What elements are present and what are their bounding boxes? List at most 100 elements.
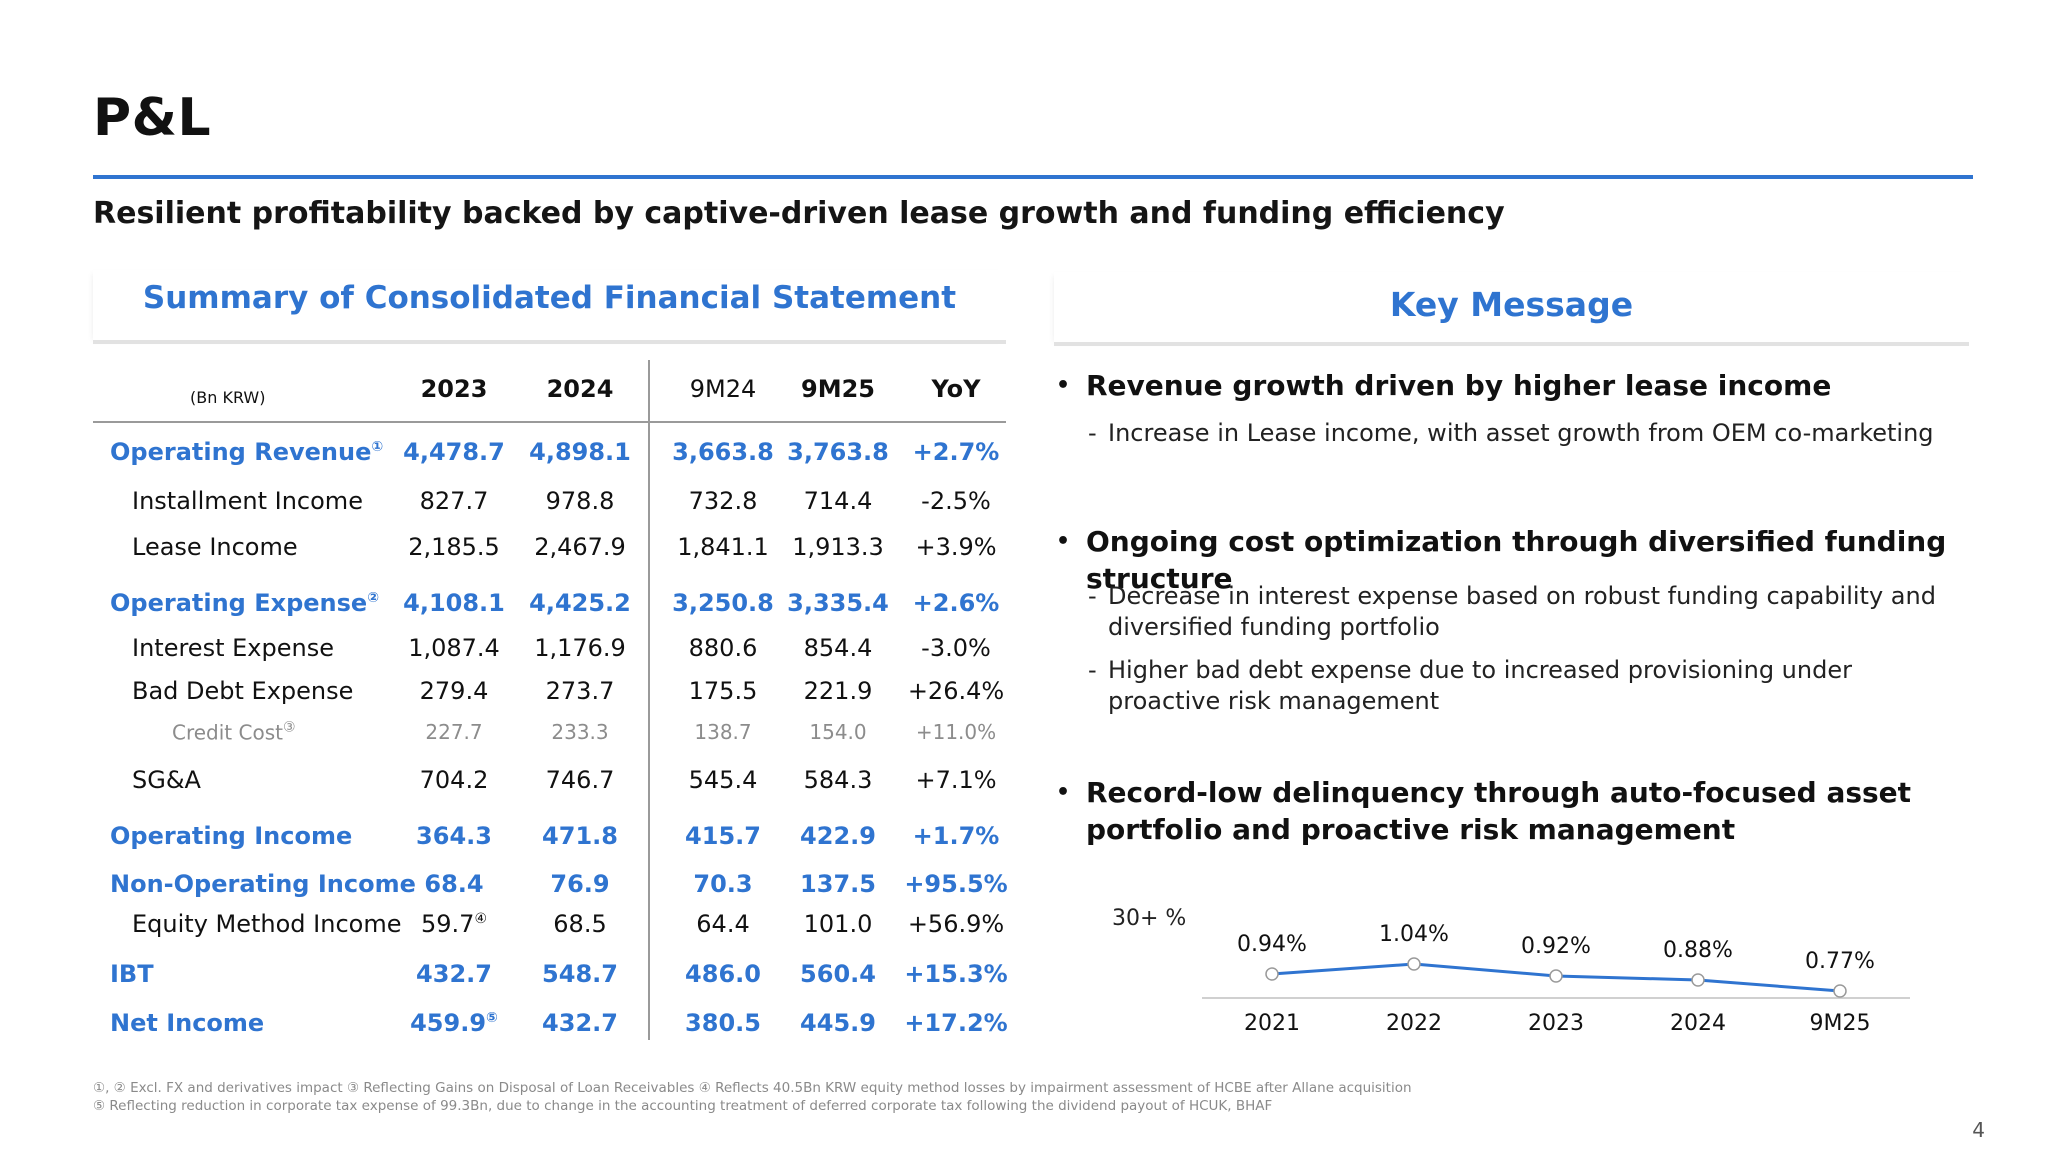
bullet-dot-icon: • — [1056, 780, 1071, 805]
key-message-title: Key Message — [1389, 285, 1634, 324]
table-cell: 138.7 — [694, 720, 752, 744]
table-cell: 1,176.9 — [534, 634, 626, 662]
table-row-label: Interest Expense — [132, 634, 334, 662]
table-cell: 4,898.1 — [529, 438, 631, 466]
table-cell: 746.7 — [545, 766, 615, 794]
table-cell: 227.7 — [425, 720, 483, 744]
key-message-detail: - Higher bad debt expense due to increase… — [1088, 656, 1852, 715]
table-column-header: 2024 — [546, 375, 614, 403]
footnote-marker: ③ — [282, 719, 296, 736]
table-cell: 432.7 — [542, 1009, 618, 1037]
table-cell: 880.6 — [688, 634, 758, 662]
table-cell: 545.4 — [688, 766, 758, 794]
table-cell: 273.7 — [545, 677, 615, 705]
key-message-bullet: • Revenue growth driven by higher lease i… — [1056, 367, 1986, 404]
table-cell: 3,663.8 — [672, 438, 774, 466]
x-tick-label: 2024 — [1670, 1011, 1726, 1036]
key-message-heading: Record-low delinquency through auto-focu… — [1086, 776, 1912, 846]
table-row-label: Credit Cost③ — [172, 719, 296, 745]
key-message-panel-header: Key Message — [1054, 272, 1969, 346]
footnote-marker: ⑤ — [486, 1010, 498, 1026]
table-cell: +95.5% — [904, 870, 1008, 898]
table-cell: 70.3 — [693, 870, 753, 898]
table-cell: 4,425.2 — [529, 589, 631, 617]
table-cell: 486.0 — [685, 960, 761, 988]
table-cell: +7.1% — [915, 766, 997, 794]
table-cell: 76.9 — [550, 870, 610, 898]
table-column-header: 9M25 — [801, 375, 875, 403]
table-cell: 548.7 — [542, 960, 618, 988]
table-cell: +3.9% — [915, 533, 997, 561]
summary-title: Summary of Consolidated Financial Statem… — [142, 280, 957, 316]
table-cell: 1,087.4 — [408, 634, 500, 662]
table-cell: 471.8 — [542, 822, 618, 850]
table-column-header: 2023 — [420, 375, 488, 403]
table-row-label: Non-Operating Income — [110, 870, 416, 898]
table-row-label: Operating Revenue① — [110, 438, 384, 466]
table-row-label: SG&A — [132, 766, 201, 794]
table-cell: 3,250.8 — [672, 589, 774, 617]
key-message-heading: Ongoing cost optimization through divers… — [1086, 525, 1947, 595]
table-cell: 827.7 — [419, 487, 489, 515]
table-cell: 3,763.8 — [787, 438, 889, 466]
summary-panel-header: Summary of Consolidated Financial Statem… — [93, 270, 1006, 344]
table-cell: 445.9 — [800, 1009, 876, 1037]
table-cell: 422.9 — [800, 822, 876, 850]
table-column-header: 9M24 — [689, 375, 757, 403]
table-cell: +11.0% — [915, 720, 997, 744]
data-point — [1549, 969, 1563, 983]
x-tick-label: 2023 — [1528, 1011, 1584, 1036]
table-cell: 4,108.1 — [403, 589, 505, 617]
table-cell: 560.4 — [800, 960, 876, 988]
footnote-marker: ① — [371, 439, 384, 455]
table-row-label: Installment Income — [132, 487, 363, 515]
footnote-2: ⑤ Reflecting reduction in corporate tax … — [93, 1098, 1273, 1114]
table-row-label: Operating Income — [110, 822, 353, 850]
table-cell: +2.6% — [912, 589, 1000, 617]
dash-marker-icon: - — [1088, 419, 1097, 447]
table-cell: 978.8 — [545, 487, 615, 515]
page-number: 4 — [1972, 1118, 1985, 1142]
table-cell: 732.8 — [688, 487, 758, 515]
table-row-label: Lease Income — [132, 533, 298, 561]
table-cell: 3,335.4 — [787, 589, 889, 617]
table-unit-label: (Bn KRW) — [190, 388, 266, 407]
table-cell: 233.3 — [551, 720, 609, 744]
chart-y-label: 30+ % — [1112, 906, 1186, 931]
bullet-dot-icon: • — [1056, 529, 1071, 554]
table-column-divider — [648, 360, 650, 1040]
table-header-divider — [93, 421, 1006, 423]
x-tick-label: 2021 — [1244, 1011, 1300, 1036]
data-point — [1833, 984, 1847, 998]
page-subtitle: Resilient profitability backed by captiv… — [93, 196, 1505, 231]
table-cell: 714.4 — [803, 487, 873, 515]
data-label: 0.92% — [1521, 934, 1591, 959]
dash-marker-icon: - — [1088, 656, 1097, 684]
table-row-label: Equity Method Income — [132, 910, 402, 938]
table-cell: 364.3 — [416, 822, 492, 850]
table-cell: 2,185.5 — [408, 533, 500, 561]
table-row-label: Bad Debt Expense — [132, 677, 354, 705]
page-title: P&L — [93, 88, 212, 148]
table-cell: +26.4% — [907, 677, 1005, 705]
data-label: 0.77% — [1805, 949, 1875, 974]
bullet-dot-icon: • — [1056, 373, 1071, 398]
table-cell: 175.5 — [688, 677, 758, 705]
table-cell: 68.4 — [424, 870, 484, 898]
data-label: 0.94% — [1237, 932, 1307, 957]
table-cell: 59.7④ — [421, 910, 487, 938]
table-cell: 2,467.9 — [534, 533, 626, 561]
table-cell: +2.7% — [912, 438, 1000, 466]
table-cell: 854.4 — [803, 634, 873, 662]
table-cell: 415.7 — [685, 822, 761, 850]
table-cell: 154.0 — [809, 720, 867, 744]
table-cell: +56.9% — [907, 910, 1005, 938]
key-message-detail: - Increase in Lease income, with asset gr… — [1088, 419, 1934, 447]
dash-marker-icon: - — [1088, 582, 1097, 610]
table-cell: 459.9⑤ — [410, 1009, 498, 1037]
table-cell: +17.2% — [904, 1009, 1008, 1037]
table-cell: 101.0 — [803, 910, 873, 938]
table-cell: -2.5% — [921, 487, 991, 515]
table-row-label: IBT — [110, 960, 154, 988]
table-row-label: Operating Expense② — [110, 589, 380, 617]
